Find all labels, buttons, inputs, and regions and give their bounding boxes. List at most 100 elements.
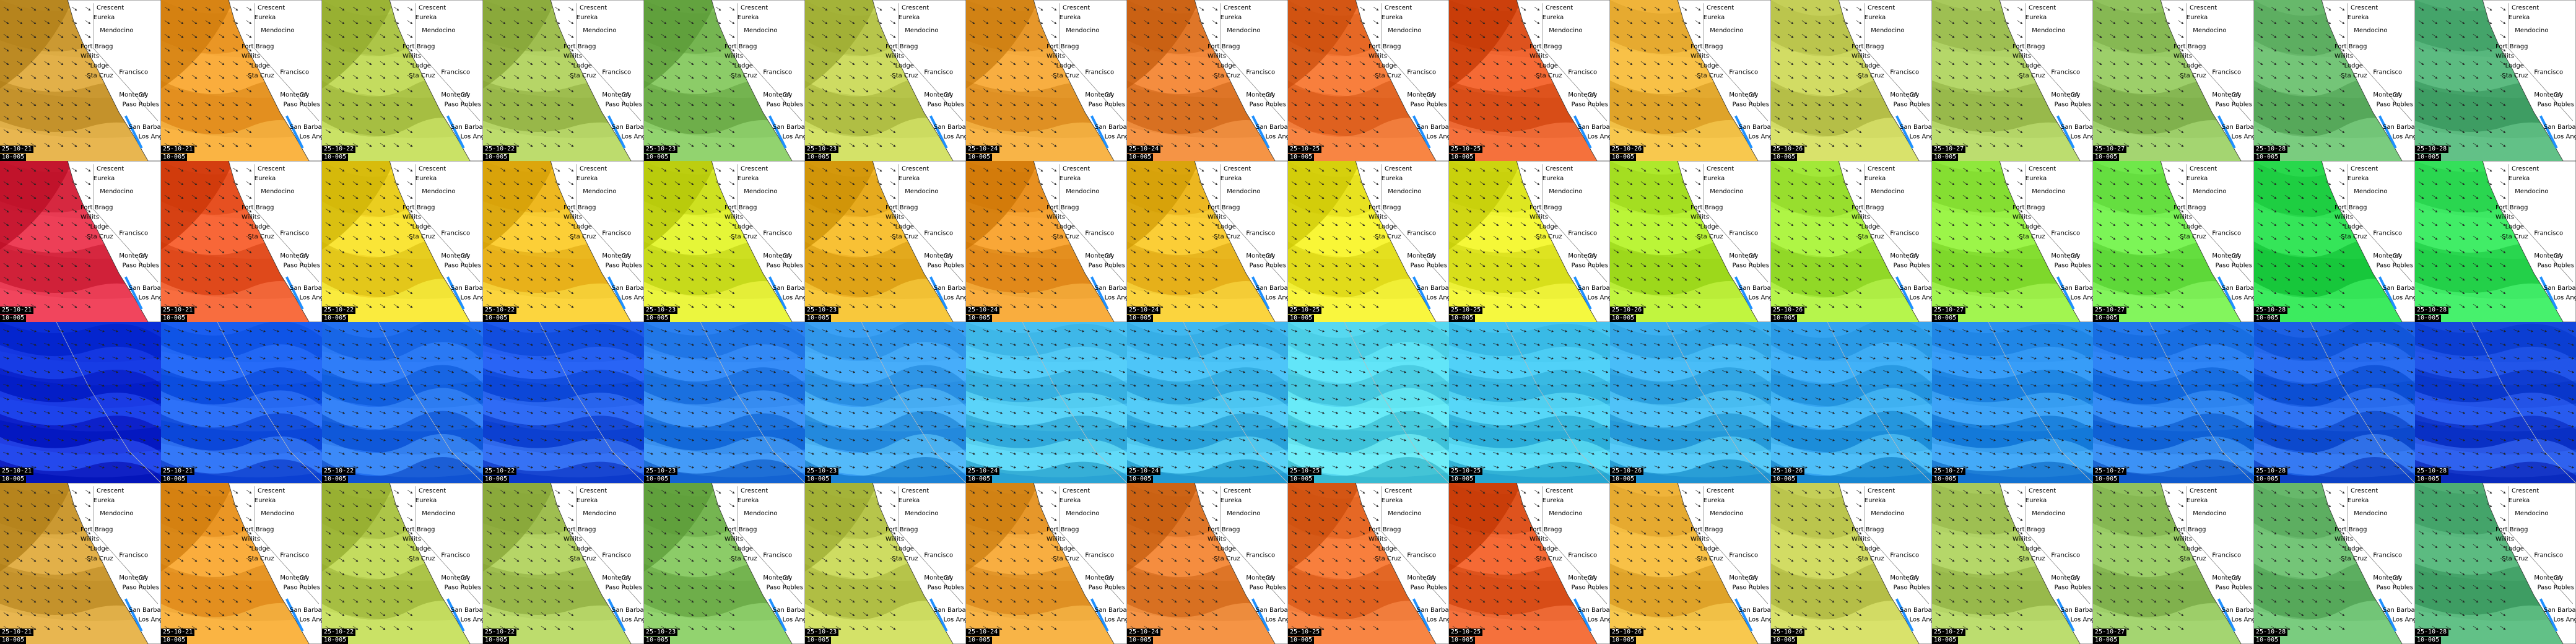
map-tile[interactable]: 25-10-23 10-005 [805, 322, 966, 483]
vector-arrow [486, 356, 492, 360]
vector-arrow [863, 167, 869, 172]
vector-arrow [314, 383, 320, 387]
vector-arrow [1441, 451, 1447, 455]
vector-arrow [1332, 370, 1338, 373]
map-tile[interactable]: Crescent Eureka Mendocino Fort Bragg Willits… [1932, 161, 2093, 322]
map-tile[interactable]: Crescent Eureka Mendocino Fort Bragg Willits… [2415, 0, 2576, 161]
map-tile[interactable]: 25-10-22 10-005 [322, 322, 483, 483]
map-tile[interactable]: Crescent Eureka Mendocino Fort Bragg Willits… [1288, 161, 1449, 322]
map-tile[interactable]: Crescent Eureka Mendocino Fort Bragg Willits… [2093, 0, 2254, 161]
map-tile[interactable]: Crescent Eureka Mendocino Fort Bragg Willits… [322, 0, 483, 161]
vector-arrow [969, 329, 975, 333]
place-label: San Barbara [773, 285, 805, 292]
vector-arrow [2325, 47, 2331, 52]
place-label: Willits [1208, 214, 1226, 221]
map-tile[interactable]: Crescent Eureka Mendocino Fort Bragg Willits… [0, 161, 161, 322]
map-tile[interactable]: 25-10-24 10-005 [966, 322, 1127, 483]
map-tile[interactable]: Crescent Eureka Mendocino Fort Bragg Willits… [1610, 0, 1771, 161]
map-tile[interactable]: 25-10-21 10-005 [161, 322, 322, 483]
map-tile[interactable]: Crescent Eureka Mendocino Fort Bragg Willits… [483, 0, 644, 161]
map-tile[interactable]: Crescent Eureka Mendocino Fort Bragg Willits… [805, 161, 966, 322]
vector-arrow [674, 411, 681, 414]
map-tile[interactable]: 25-10-22 10-005 [483, 322, 644, 483]
vector-arrow [2178, 102, 2184, 107]
map-tile[interactable]: Crescent Eureka Mendocino Fort Bragg Willits… [805, 0, 966, 161]
vector-arrow [1856, 303, 1862, 308]
vector-arrow [849, 88, 855, 93]
vector-arrow [352, 181, 359, 186]
map-tile[interactable]: 25-10-21 10-005 [0, 322, 161, 483]
map-tile[interactable]: 25-10-25 10-005 [1288, 322, 1449, 483]
coastal-water [2217, 115, 2236, 149]
vector-arrow [756, 465, 762, 469]
vector-arrow [1842, 88, 1848, 93]
vector-arrow [1507, 102, 1513, 107]
map-tile[interactable]: Crescent Eureka Mendocino Fort Bragg Willits… [1771, 161, 1932, 322]
map-tile[interactable]: Crescent Eureka Mendocino Fort Bragg Willits… [322, 161, 483, 322]
map-tile[interactable]: Crescent Eureka Mendocino Fort Bragg Willits… [966, 161, 1127, 322]
vector-arrow [1212, 194, 1218, 199]
map-tile[interactable]: Crescent Eureka Mendocino Fort Bragg Willits… [2415, 161, 2576, 322]
map-tile[interactable]: Crescent Eureka Mendocino Fort Bragg Willits… [1449, 161, 1610, 322]
place-label: Paso Robles [2538, 102, 2574, 108]
vector-arrow [380, 235, 386, 240]
vector-arrow [1681, 61, 1687, 66]
map-canvas [322, 322, 483, 483]
map-tile[interactable]: Crescent Eureka Mendocino Fort Bragg Willits… [1771, 0, 1932, 161]
map-tile[interactable]: Crescent Eureka Mendocino Fort Bragg Willits… [2093, 161, 2254, 322]
map-tile[interactable]: Crescent Eureka Mendocino Fort Bragg Willits… [1288, 0, 1449, 161]
vector-arrow [1695, 370, 1701, 373]
vector-arrow [541, 167, 547, 172]
map-tile[interactable]: 25-10-23 10-005 [644, 322, 805, 483]
vector-arrow [325, 208, 331, 213]
vector-arrow [969, 208, 975, 213]
map-tile[interactable]: Crescent Eureka Mendocino Fort Bragg Willits… [1449, 0, 1610, 161]
map-tile[interactable]: 25-10-26 10-005 [1610, 322, 1771, 483]
vector-arrow [1856, 61, 1862, 66]
vector-arrow [2257, 61, 2263, 66]
vector-arrow [246, 411, 252, 414]
map-tile[interactable]: Crescent Eureka Mendocino Fort Bragg Willits… [2254, 0, 2415, 161]
vector-arrow [139, 356, 146, 360]
map-tile[interactable]: Crescent Eureka Mendocino Fort Bragg Willits… [2254, 161, 2415, 322]
vector-arrow [1990, 263, 1996, 268]
vector-arrow [3, 438, 9, 442]
vector-arrow [808, 411, 814, 414]
map-tile[interactable]: Crescent Eureka Mendocino Fort Bragg Willits… [0, 0, 161, 161]
vector-arrow [420, 356, 427, 360]
coastal-water [929, 276, 948, 310]
map-tile[interactable]: 25-10-26 10-005 [1771, 322, 1932, 483]
vector-arrow [1212, 6, 1218, 11]
vector-arrow [2432, 235, 2438, 240]
map-tile[interactable]: Crescent Eureka Mendocino Fort Bragg Willits… [483, 161, 644, 322]
vector-arrow [2110, 249, 2116, 254]
place-label: Mendocino [422, 27, 455, 34]
map-tile[interactable]: Crescent Eureka Mendocino Fort Bragg Willits… [161, 161, 322, 322]
forecast-resolution: 10-005 [1127, 315, 1154, 322]
vector-arrow [205, 249, 211, 254]
vector-arrow [863, 20, 869, 25]
vector-arrow [1157, 342, 1164, 346]
vector-arrow [58, 438, 64, 442]
vector-arrow [1763, 397, 1769, 401]
vector-arrow [808, 47, 814, 52]
vector-arrow [1763, 411, 1769, 414]
map-tile[interactable]: 25-10-25 10-005 [1449, 322, 1610, 483]
map-tile[interactable]: Crescent Eureka Mendocino Fort Bragg Willits… [1127, 161, 1288, 322]
map-tile[interactable]: Crescent Eureka Mendocino Fort Bragg Willits… [1127, 0, 1288, 161]
map-tile[interactable]: Crescent Eureka Mendocino Fort Bragg Willits… [1932, 0, 2093, 161]
map-tile[interactable]: Crescent Eureka Mendocino Fort Bragg Willits… [644, 0, 805, 161]
vector-arrow [822, 208, 828, 213]
vector-arrow [554, 74, 560, 79]
vector-arrow [863, 411, 869, 414]
map-tile[interactable]: Crescent Eureka Mendocino Fort Bragg Willits… [644, 161, 805, 322]
map-tile[interactable]: Crescent Eureka Mendocino Fort Bragg Willits… [1610, 161, 1771, 322]
map-tile[interactable]: Crescent Eureka Mendocino Fort Bragg Willits… [161, 0, 322, 161]
vector-arrow [688, 290, 694, 295]
map-tile[interactable]: 25-10-24 10-005 [1127, 322, 1288, 483]
map-tile[interactable]: Crescent Eureka Mendocino Fort Bragg Willits… [966, 0, 1127, 161]
vector-arrow [1695, 424, 1701, 428]
vector-arrow [513, 222, 520, 227]
vector-arrow [17, 342, 23, 346]
vector-arrow [1239, 356, 1245, 360]
